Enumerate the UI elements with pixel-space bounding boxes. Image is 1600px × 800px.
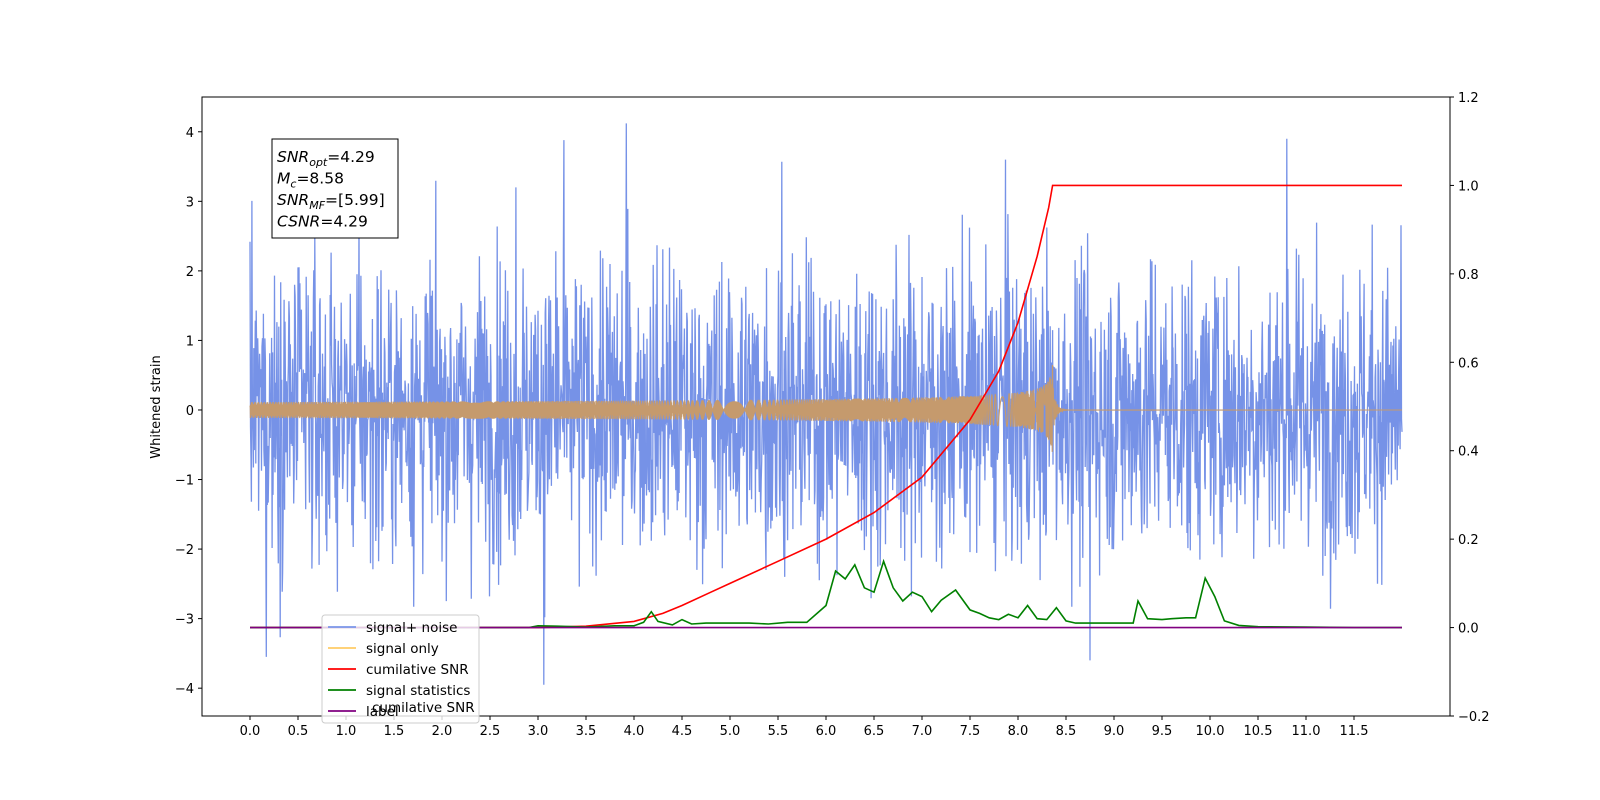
legend-label: signal only [366,641,439,657]
signal-noise-line [249,123,1403,685]
x-tick-label: 0.0 [240,724,261,739]
y-left-tick-label: 1 [186,334,194,349]
info-box-line: SNRopt=4.29 [277,148,375,169]
y-left-tick-label: 4 [186,126,194,141]
info-box-line: CSNR=4.29 [277,213,368,231]
plot-area [249,123,1403,685]
x-tick-label: 5.5 [768,724,789,739]
x-tick-label: 5.0 [720,724,741,739]
x-tick-label: 6.5 [864,724,885,739]
cumulative-snr-line [250,184,1402,629]
x-tick-label: 9.0 [1104,724,1125,739]
x-tick-label: 0.5 [288,724,309,739]
legend-frame [321,614,480,724]
x-tick-label: 2.5 [480,724,501,739]
x-tick-label: 4.0 [624,724,645,739]
y-left-tick-label: 3 [186,195,194,210]
x-tick-label: 7.0 [912,724,933,739]
legend-hidden-text: cumilative SNR [372,700,475,716]
y-right-tick-label: 0.6 [1458,356,1479,371]
x-tick-label: 11.5 [1340,724,1369,739]
y-left-tick-label: 2 [186,265,194,280]
x-tick-label: 6.0 [816,724,837,739]
y-left-tick-label: 0 [186,404,194,419]
x-tick-label: 10.5 [1244,724,1273,739]
info-box-frame [271,138,399,239]
legend-label: label [366,704,399,720]
legend: cumilative SNR signal+ noise signal only cu… [321,614,480,724]
x-tick-label: 8.5 [1056,724,1077,739]
x-tick-label: 2.0 [432,724,453,739]
legend-label: cumilative SNR [366,662,469,678]
axes: 0.0 0.5 1.0 1.5 2.0 2.5 3.0 3.5 4.0 4.5 5.0 5.5 6.0 6… [175,91,1490,739]
x-tick-label: 9.5 [1152,724,1173,739]
info-box-line: SNRMF=[5.99] [277,191,385,212]
y-axis-label: Whitened strain [149,355,164,458]
x-tick-label: 3.5 [576,724,597,739]
x-tick-label: 1.0 [336,724,357,739]
y-right-tick-label: 0.4 [1458,445,1479,460]
y-right-tick-label: 0.2 [1458,533,1479,548]
info-box-line: Mc=8.58 [277,170,344,191]
legend-label: signal statistics [366,683,470,699]
x-tick-label: 10.0 [1196,724,1225,739]
y-left-tick-label: −2 [175,543,194,558]
x-tick-label: 7.5 [960,724,981,739]
x-tick-label: 8.0 [1008,724,1029,739]
y-left-tick-label: −4 [175,682,194,697]
x-tick-label: 1.5 [384,724,405,739]
y-right-tick-label: 1.2 [1458,91,1479,106]
signal-only-line [249,365,1403,452]
y-right-tick-label: 1.0 [1458,179,1479,194]
legend-label: signal+ noise [366,620,457,636]
y-right-tick-label: 0.0 [1458,622,1479,637]
x-tick-label: 11.0 [1292,724,1321,739]
x-tick-label: 3.0 [528,724,549,739]
signal-statistics-line [250,558,1402,629]
y-left-tick-label: −1 [175,474,194,489]
y-right-tick-label: −0.2 [1458,710,1490,725]
y-right-tick-label: 0.8 [1458,268,1479,283]
x-tick-label: 4.5 [672,724,693,739]
y-left-tick-label: −3 [175,613,194,628]
